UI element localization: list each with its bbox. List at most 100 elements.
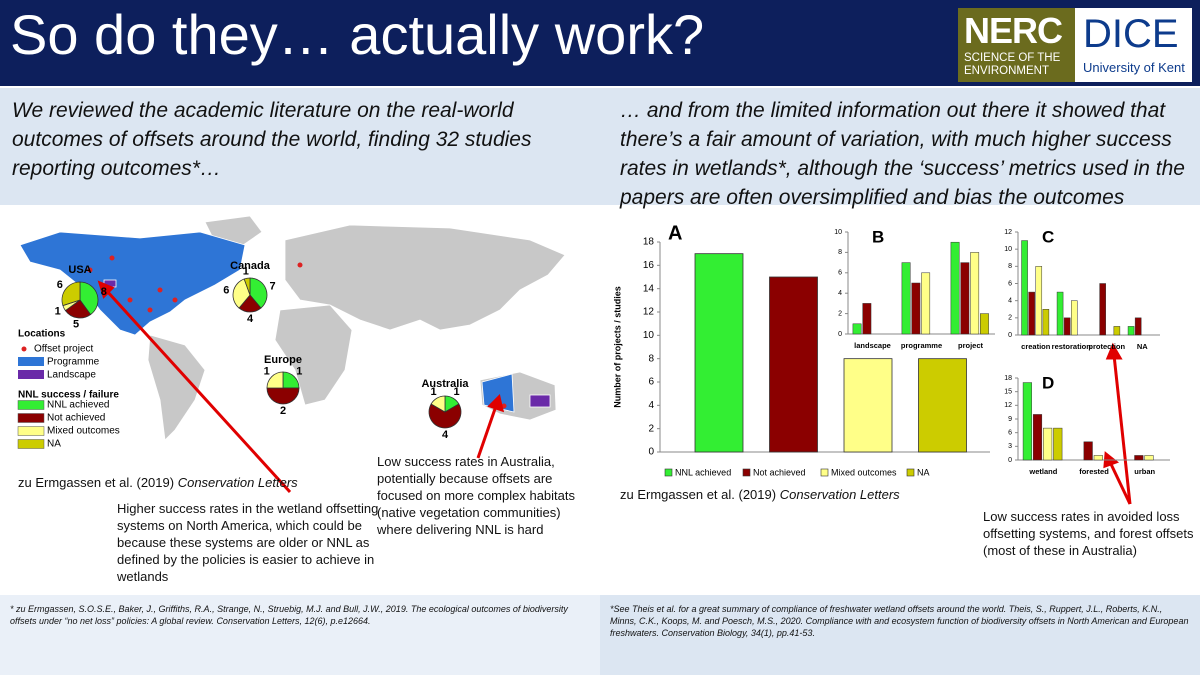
y-tick-label: 6: [1008, 280, 1012, 287]
y-tick-label: 18: [643, 237, 655, 248]
panel-label: D: [1042, 373, 1054, 392]
y-tick-label: 15: [1004, 389, 1012, 396]
pie-label: 1: [264, 366, 270, 378]
y-tick-label: 16: [643, 260, 655, 271]
citation-authors: zu Ermgassen et al. (2019): [18, 475, 175, 490]
y-tick-label: 6: [838, 270, 842, 277]
y-tick-label: 18: [1004, 375, 1012, 382]
legend-label: NNL achieved: [47, 400, 109, 411]
y-tick-label: 14: [643, 283, 655, 294]
bar: [1028, 291, 1035, 336]
pie-slice: [430, 395, 446, 413]
bar: [1093, 455, 1103, 461]
y-tick-label: 10: [643, 330, 655, 341]
x-tick-label: wetland: [1028, 467, 1057, 476]
slide-title: So do they… actually work?: [10, 3, 705, 66]
pie-slice: [232, 278, 251, 309]
bar: [1083, 441, 1093, 461]
pie-title: Canada: [230, 260, 271, 272]
legend-swatch: [17, 439, 45, 449]
y-tick-label: 10: [1004, 246, 1012, 253]
arrows: [97, 280, 1132, 505]
pie-slice: [79, 281, 99, 316]
y-tick-label: 4: [838, 290, 842, 297]
bar: [1127, 326, 1135, 336]
bar: [921, 272, 931, 335]
bar: [950, 241, 960, 335]
bar: [1042, 309, 1050, 336]
bar: [1022, 382, 1032, 461]
legend-swatch: [21, 346, 27, 352]
logo-text: University of Kent: [1083, 60, 1185, 75]
logo-text: NERC: [964, 10, 1063, 51]
y-tick-label: 10: [834, 229, 842, 236]
y-tick-label: 0: [838, 331, 842, 338]
bar: [1032, 414, 1043, 461]
y-tick-label: 2: [1008, 315, 1012, 322]
pie-label: 1: [296, 366, 302, 378]
y-tick-label: 0: [648, 447, 654, 458]
legend-swatch: [18, 357, 44, 366]
pie-slice: [266, 371, 284, 389]
map-legend: Locations Offset project Programme Lands…: [17, 329, 120, 450]
bar: [1071, 300, 1078, 336]
citation-journal: Conservation Letters: [177, 475, 298, 490]
y-tick-label: 6: [648, 377, 654, 388]
x-tick-label: creation: [1021, 342, 1051, 351]
legend-swatch: [906, 468, 915, 477]
legend-label: Landscape: [47, 370, 96, 381]
y-tick-label: 0: [1008, 332, 1012, 339]
legend-swatch: [17, 400, 45, 410]
legend-heading: Locations: [18, 329, 66, 340]
world-map: [19, 215, 566, 441]
bar: [1099, 283, 1106, 336]
annotation: Higher success rates in the wetland offs…: [117, 501, 379, 584]
pie-title: Australia: [421, 378, 469, 390]
pie-label: 5: [73, 319, 79, 331]
legend-swatch: [18, 370, 44, 379]
pie-slice: [266, 387, 300, 405]
bar: [1144, 455, 1154, 461]
bar: [911, 282, 921, 335]
pie-slice: [61, 281, 81, 307]
pie-label: 8: [101, 286, 107, 298]
bar: [694, 253, 744, 453]
y-tick-label: 8: [648, 353, 654, 364]
citation: zu Ermgassen et al. (2019) Conservation …: [620, 486, 900, 503]
legend-swatch: [17, 413, 45, 423]
bar: [1134, 317, 1142, 336]
x-tick-label: programme: [901, 341, 942, 350]
pie-slice: [428, 403, 462, 429]
y-tick-label: 4: [648, 400, 654, 411]
pie-label: 7: [269, 281, 275, 293]
legend-label: NA: [47, 439, 61, 450]
y-tick-label: 2: [648, 423, 654, 434]
pie-slice: [249, 277, 268, 309]
bar: [1134, 455, 1144, 461]
citation: zu Ermgassen et al. (2019) Conservation …: [18, 474, 298, 491]
x-tick-label: NA: [1137, 342, 1148, 351]
y-tick-label: 8: [838, 249, 842, 256]
pie-label: 6: [57, 279, 63, 291]
bar: [1063, 317, 1071, 336]
panel-label: B: [872, 227, 884, 246]
intro-left: We reviewed the academic literature on t…: [0, 88, 600, 205]
annotation: Low success rates in avoided loss offset…: [983, 509, 1194, 558]
bar: [901, 262, 911, 335]
legend-label: NA: [917, 467, 930, 477]
pie-slice: [243, 277, 251, 296]
pie-title: USA: [68, 264, 91, 276]
y-axis-label: Number of projects / studies: [612, 286, 622, 408]
citation-authors: zu Ermgassen et al. (2019): [620, 487, 777, 502]
x-tick-label: protection: [1088, 342, 1125, 351]
y-tick-label: 9: [1008, 416, 1012, 423]
bar: [843, 358, 893, 453]
legend-label: Not achieved: [47, 413, 105, 424]
y-tick-label: 4: [1008, 298, 1012, 305]
y-tick-label: 2: [838, 310, 842, 317]
legend-heading: NNL success / failure: [18, 390, 119, 401]
legend-swatch: [17, 426, 45, 436]
y-tick-label: 3: [1008, 443, 1012, 450]
y-tick-label: 6: [1008, 430, 1012, 437]
